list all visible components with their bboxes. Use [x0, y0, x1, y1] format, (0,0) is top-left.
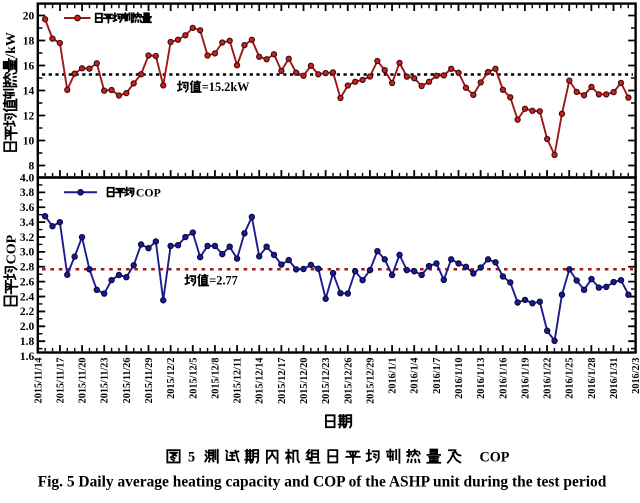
svg-text:2016/1/10: 2016/1/10 [454, 358, 465, 399]
svg-text:=15.2kW: =15.2kW [202, 80, 250, 94]
svg-text:2015/11/14: 2015/11/14 [33, 358, 44, 404]
svg-text:2.0: 2.0 [20, 321, 35, 333]
svg-text:2016/1/28: 2016/1/28 [587, 358, 598, 399]
svg-text:2016/1/1: 2016/1/1 [388, 358, 399, 394]
svg-text:2015/12/17: 2015/12/17 [277, 358, 288, 404]
svg-text:COP: COP [136, 185, 161, 199]
svg-text:2015/12/20: 2015/12/20 [299, 358, 310, 404]
svg-text:20: 20 [23, 10, 35, 22]
svg-text:2016/1/13: 2016/1/13 [476, 357, 487, 398]
svg-text:COP: COP [480, 449, 510, 465]
svg-text:3.2: 3.2 [20, 232, 35, 244]
svg-text:2015/11/29: 2015/11/29 [144, 358, 155, 404]
svg-text:1.8: 1.8 [20, 336, 35, 348]
svg-text:2015/12/8: 2015/12/8 [210, 358, 221, 399]
svg-text:2015/12/29: 2015/12/29 [365, 358, 376, 404]
svg-text:2016/1/22: 2016/1/22 [543, 358, 554, 399]
svg-text:2015/12/23: 2015/12/23 [321, 358, 332, 404]
svg-text:=2.77: =2.77 [209, 274, 238, 288]
svg-text:2016/1/19: 2016/1/19 [520, 358, 531, 399]
svg-text:Fig. 5 Daily average heating c: Fig. 5 Daily average heating capacity an… [38, 474, 607, 491]
svg-text:2.6: 2.6 [20, 277, 35, 289]
svg-text:2015/12/14: 2015/12/14 [255, 358, 266, 404]
svg-text:2015/11/20: 2015/11/20 [78, 358, 89, 404]
svg-text:5: 5 [188, 449, 195, 465]
svg-text:2016/1/4: 2016/1/4 [410, 358, 421, 394]
svg-text:2015/12/11: 2015/12/11 [233, 358, 244, 404]
svg-text:2015/11/26: 2015/11/26 [122, 358, 133, 404]
svg-text:2016/1/25: 2016/1/25 [565, 358, 576, 399]
svg-text:4.0: 4.0 [20, 172, 35, 184]
svg-text:2015/11/17: 2015/11/17 [55, 358, 66, 404]
svg-text:2.2: 2.2 [20, 306, 35, 318]
svg-text:2016/1/16: 2016/1/16 [498, 358, 509, 399]
svg-text:2016/1/31: 2016/1/31 [609, 358, 620, 399]
svg-text:2015/12/2: 2015/12/2 [166, 358, 177, 399]
svg-text:2015/12/26: 2015/12/26 [343, 358, 354, 404]
svg-text:10: 10 [23, 135, 35, 147]
svg-text:1.6: 1.6 [20, 351, 35, 363]
svg-text:2.4: 2.4 [20, 291, 35, 303]
svg-text:3.4: 3.4 [20, 217, 35, 229]
svg-text:8: 8 [28, 160, 34, 172]
svg-text:12: 12 [23, 110, 35, 122]
svg-text:3.6: 3.6 [20, 202, 35, 214]
svg-text:COP: COP [4, 234, 19, 264]
svg-text:14: 14 [23, 85, 35, 97]
svg-text:3.0: 3.0 [20, 247, 35, 259]
svg-text:2015/11/23: 2015/11/23 [100, 358, 111, 404]
svg-text:16: 16 [23, 60, 35, 72]
svg-text:2016/1/7: 2016/1/7 [432, 358, 443, 394]
svg-text:2.8: 2.8 [20, 262, 35, 274]
svg-text:/kW: /kW [4, 32, 19, 59]
svg-text:2016/2/3: 2016/2/3 [631, 358, 640, 394]
svg-text:18: 18 [23, 35, 35, 47]
svg-text:2015/12/5: 2015/12/5 [188, 358, 199, 399]
svg-text:3.8: 3.8 [20, 187, 35, 199]
